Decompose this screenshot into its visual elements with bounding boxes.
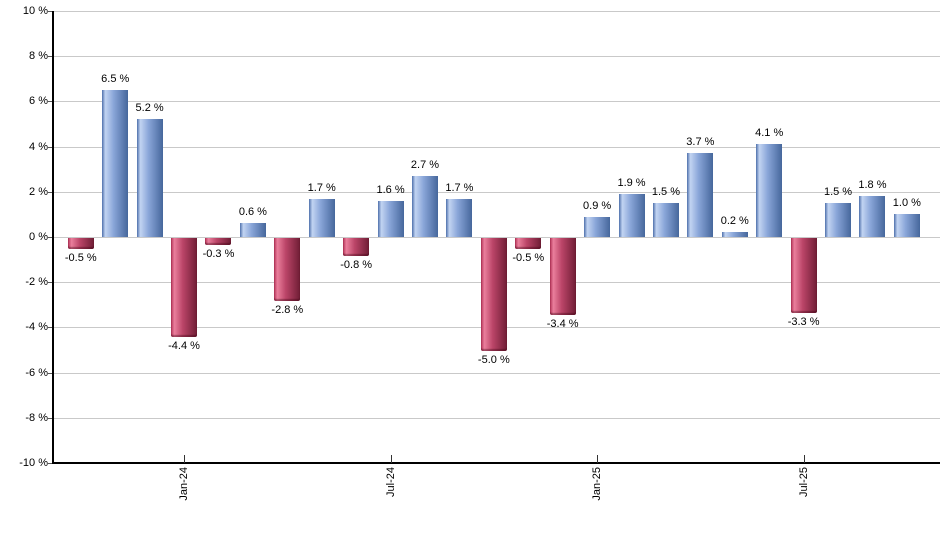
y-axis-tick <box>48 237 53 238</box>
y-axis-tick <box>48 146 53 148</box>
bar-dec-24[interactable] <box>549 238 576 315</box>
y-axis-label: -8 % <box>25 411 48 424</box>
bar-value-label-may-24: 1.7 % <box>307 181 336 194</box>
bar-value-label-nov-24: -0.5 % <box>512 252 545 265</box>
y-axis-tick <box>48 463 53 464</box>
bar-value-label-jun-24: -0.8 % <box>340 259 373 272</box>
x-axis-tick-jan-25 <box>597 455 599 463</box>
x-axis-tick-jul-24 <box>390 455 392 463</box>
bar-jan-25[interactable] <box>584 216 611 237</box>
x-axis-tick-jul-25 <box>803 455 805 463</box>
x-axis-label-jan-25: Jan-25 <box>591 467 604 501</box>
bar-value-label-oct-25: 1.0 % <box>892 197 921 210</box>
bar-aug-24[interactable] <box>412 175 438 237</box>
y-axis-tick <box>48 101 53 103</box>
gridline-2pct <box>53 191 940 193</box>
bar-value-label-oct-24: -5.0 % <box>477 354 510 366</box>
bar-aug-25[interactable] <box>825 203 852 237</box>
bar-nov-23[interactable] <box>102 90 129 237</box>
y-axis-label: 0 % <box>29 231 48 243</box>
bar-oct-25[interactable] <box>893 214 920 237</box>
bar-value-label-jul-25: -3.3 % <box>787 315 820 328</box>
bar-jul-24[interactable] <box>377 200 404 237</box>
bar-value-label-jan-25: 0.9 % <box>583 199 612 212</box>
gridline-10pct <box>53 11 940 12</box>
gridline-4pct <box>53 146 940 148</box>
bar-mar-25[interactable] <box>652 203 679 237</box>
y-axis-label: 6 % <box>29 95 48 108</box>
bar-mar-24[interactable] <box>239 223 266 237</box>
y-axis-tick <box>48 11 53 12</box>
y-axis-tick <box>48 282 53 284</box>
bar-sep-25[interactable] <box>859 196 886 237</box>
bar-value-label-may-25: 0.2 % <box>720 215 749 228</box>
bar-oct-23[interactable] <box>67 238 94 250</box>
bar-value-label-dec-24: -3.4 % <box>546 317 579 330</box>
x-axis-tick-jan-24 <box>184 455 186 463</box>
y-axis-tick <box>48 327 53 329</box>
bar-value-label-nov-23: 6.5 % <box>101 73 130 86</box>
bar-value-label-mar-24: 0.6 % <box>238 206 267 219</box>
bar-feb-24[interactable] <box>205 238 232 245</box>
bar-dec-23[interactable] <box>136 119 163 237</box>
bar-value-label-feb-25: 1.9 % <box>617 177 646 190</box>
bar-jul-25[interactable] <box>790 238 817 313</box>
bar-value-label-apr-25: 3.7 % <box>686 136 715 149</box>
y-axis-label: 2 % <box>29 185 48 198</box>
bar-oct-24[interactable] <box>480 238 507 351</box>
y-axis-tick <box>48 417 53 419</box>
y-axis-label: 10 % <box>22 5 48 17</box>
x-axis-label-jul-25: Jul-25 <box>797 467 810 497</box>
bar-value-label-sep-24: 1.7 % <box>445 181 474 194</box>
bar-value-label-jul-24: 1.6 % <box>376 183 405 196</box>
bar-nov-24[interactable] <box>515 238 542 250</box>
bar-value-label-oct-23: -0.5 % <box>64 252 97 265</box>
y-axis-label: 8 % <box>29 50 48 63</box>
y-axis-label: 4 % <box>29 140 48 153</box>
y-axis-label: -10 % <box>19 457 48 469</box>
gridline-8pct <box>53 56 940 58</box>
y-axis-tick <box>48 191 53 193</box>
bar-value-label-aug-25: 1.5 % <box>823 186 853 199</box>
y-axis-label: -6 % <box>25 366 48 379</box>
bar-jun-24[interactable] <box>343 238 370 257</box>
bar-apr-24[interactable] <box>274 238 301 302</box>
bar-value-label-dec-23: 5.2 % <box>135 102 164 115</box>
bar-jan-24[interactable] <box>171 238 198 338</box>
y-axis-label: -2 % <box>25 276 48 289</box>
gridline--6pct <box>53 372 940 374</box>
bar-may-25[interactable] <box>721 232 748 237</box>
y-axis-label: -4 % <box>25 321 48 334</box>
y-axis-line <box>52 11 54 464</box>
y-axis-tick <box>48 372 53 374</box>
y-axis-tick <box>48 56 53 58</box>
x-axis-line <box>52 462 940 464</box>
gridline-0pct <box>53 237 940 238</box>
bar-may-24[interactable] <box>308 198 335 237</box>
gridline--8pct <box>53 417 940 419</box>
bar-sep-24[interactable] <box>446 198 473 237</box>
bar-apr-25[interactable] <box>687 153 714 237</box>
gridline-6pct <box>53 101 940 103</box>
x-axis-label-jan-24: Jan-24 <box>178 467 191 501</box>
bar-value-label-sep-25: 1.8 % <box>858 179 887 192</box>
bar-feb-25[interactable] <box>618 194 645 237</box>
bar-value-label-jan-24: -4.4 % <box>168 340 200 353</box>
bar-value-label-feb-24: -0.3 % <box>202 247 235 260</box>
x-axis-label-jul-24: Jul-24 <box>384 467 397 497</box>
bar-value-label-jun-25: 4.1 % <box>755 127 784 140</box>
bar-jun-25[interactable] <box>756 144 783 237</box>
bar-value-label-aug-24: 2.7 % <box>410 158 440 171</box>
bar-value-label-apr-24: -2.8 % <box>271 304 304 317</box>
bar-value-label-mar-25: 1.5 % <box>651 186 681 199</box>
